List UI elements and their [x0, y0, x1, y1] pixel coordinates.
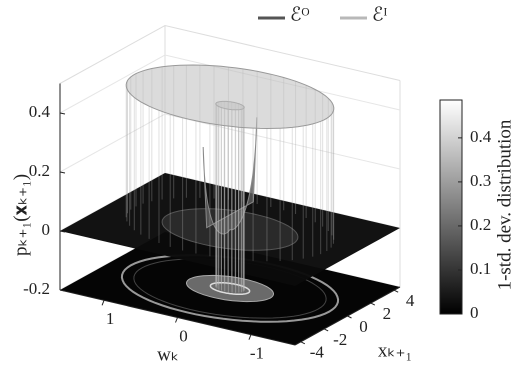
- floor-blob: [186, 274, 274, 303]
- colorbar-tick-label: 0.2: [470, 215, 491, 234]
- floor-blob: [209, 281, 251, 296]
- legend-label: ℰᴼ: [290, 4, 310, 25]
- z-tick-label: 0.2: [29, 161, 50, 180]
- outer-cylinder-top: [125, 64, 335, 130]
- y-axis-label: wₖ: [157, 344, 179, 365]
- x-tick-label: -4: [310, 343, 325, 362]
- x-tick-label: 4: [406, 291, 415, 310]
- floor-ring: [120, 254, 340, 323]
- x-tick-label: 0: [359, 317, 368, 336]
- z-axis-label: pₖ₊₁(𝐱ₖ₊₁): [10, 174, 31, 256]
- x-tick: [323, 328, 329, 332]
- z-tick: [59, 230, 66, 233]
- y-tick-label: 1: [106, 309, 115, 328]
- floor-ring: [133, 258, 327, 319]
- x-tick-label: -2: [333, 330, 347, 349]
- x-tick: [370, 302, 376, 306]
- legend-label: ℰᴵ: [372, 4, 388, 25]
- z-tick-label: 0: [42, 220, 51, 239]
- grid-line: [59, 54, 401, 114]
- y-tick: [175, 317, 178, 323]
- z-tick-label: 0.4: [29, 102, 51, 121]
- y-tick-label: 0: [179, 326, 188, 345]
- grid-line: [59, 113, 401, 173]
- z-tick-label: -0.2: [23, 279, 50, 298]
- z-tick: [59, 171, 66, 174]
- y-tick: [248, 334, 252, 340]
- colorbar-tick-label: 0.3: [470, 171, 491, 190]
- colorbar-label: 1-std. dev. distribution: [494, 119, 515, 290]
- colorbar-tick-label: 0: [470, 303, 479, 322]
- y-tick: [101, 300, 105, 306]
- x-tick-label: 2: [383, 304, 392, 323]
- colorbar-tick-label: 0.4: [470, 127, 492, 146]
- x-axis-label: xₖ₊₁: [378, 340, 412, 361]
- colorbar: [439, 99, 463, 315]
- colorbar-tick-label: 0.1: [470, 259, 491, 278]
- y-tick-label: -1: [250, 344, 264, 363]
- x-tick: [300, 341, 306, 345]
- x-tick: [393, 289, 399, 293]
- surface: [202, 117, 258, 235]
- z-tick: [59, 112, 66, 115]
- x-tick: [347, 315, 352, 319]
